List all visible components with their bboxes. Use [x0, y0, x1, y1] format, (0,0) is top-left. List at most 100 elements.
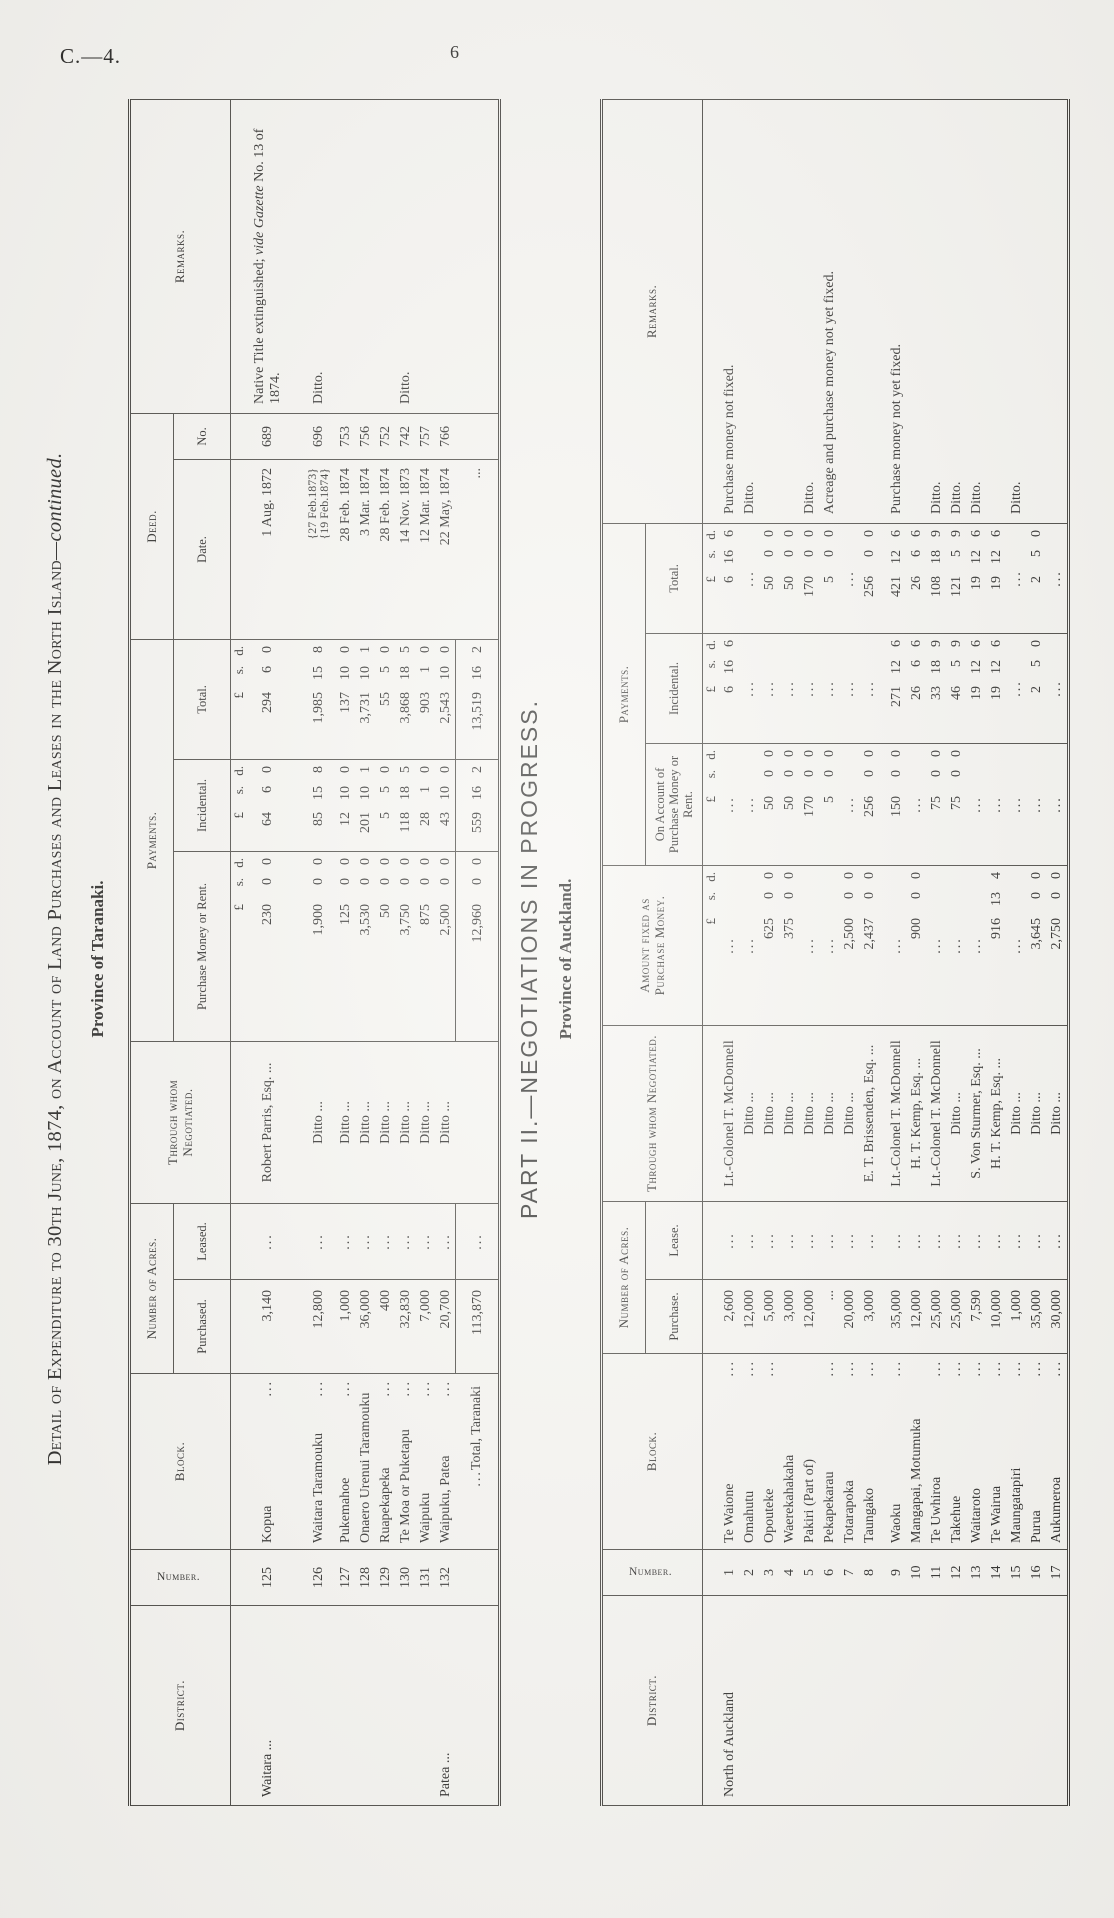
col-block: Block. [601, 1353, 703, 1550]
col-group-deed: Deed. [129, 413, 174, 640]
cell-inc: 6166 [720, 633, 740, 744]
cell-block: Onaero Urenui Taramouku [355, 1373, 376, 1550]
cell-tot: 250 [1027, 523, 1047, 634]
cell-purchase: 1,000 [1007, 1279, 1027, 1354]
col-incidental: Incidental. [645, 633, 703, 744]
cell-tot: 108189 [927, 523, 947, 634]
cell-inc: 43100 [435, 759, 456, 852]
cell-amount: ... [967, 865, 987, 1026]
table1-header: District. Number. Block. Number of Acres… [129, 99, 231, 1806]
cell-block: Waitara Taramouku... [301, 1373, 336, 1550]
cell-no: 689 [248, 413, 302, 460]
cell-district: Patea ... [435, 1605, 456, 1806]
cell-district [780, 1595, 800, 1806]
cell-block: Mangapai, Motumuka [907, 1353, 927, 1550]
cell-lease: ... [840, 1201, 860, 1280]
cell-num: 130 [395, 1549, 416, 1606]
cell-purchase: 3,000 [780, 1279, 800, 1354]
col-amount-fixed: Amount fixed as Purchase Money. [601, 865, 703, 1026]
cell-remark: Ditto. [947, 99, 967, 524]
cell-negotiated: Lt.-Colonel T. McDonnell [927, 1025, 947, 1202]
cell-amount: ... [720, 865, 740, 1026]
cell-district [987, 1595, 1007, 1806]
cell-date: 28 Feb. 1874 [375, 459, 396, 640]
cell-district [860, 1595, 880, 1806]
cell-amount: 2,50000 [840, 865, 860, 1026]
part2-subtitle: Province of Auckland. [556, 878, 575, 1040]
cell-negotiated: Ditto ... [740, 1025, 760, 1202]
cell-lease: ... [967, 1201, 987, 1280]
cell-remark [1027, 99, 1047, 524]
cell-inc: 559162 [455, 759, 500, 852]
cell-block: Totarapoka... [840, 1353, 860, 1550]
cell-remark [907, 99, 927, 524]
cell-amount: ... [880, 865, 907, 1026]
cell-district [800, 1595, 820, 1806]
col-negotiated: Through whom Negotiated. [129, 1041, 231, 1204]
cell-num: 7 [840, 1549, 860, 1596]
cell-num: 9 [880, 1549, 907, 1596]
units-on-account: £s.d. [702, 743, 720, 866]
col-negotiated: Through whom Negotiated. [601, 1025, 703, 1202]
cell-tot: ... [1007, 523, 1027, 634]
cell-purchased: 7,000 [415, 1279, 436, 1374]
cell-inc: ... [740, 633, 760, 744]
cell-lease: ... [720, 1201, 740, 1280]
cell-remark: Purchase money not yet fixed. [880, 99, 907, 524]
cell-leased: ... [335, 1203, 356, 1280]
cell-leased: ... [375, 1203, 396, 1280]
cell-tot: 25600 [860, 523, 880, 634]
cell-pm: 3,53000 [355, 851, 376, 1042]
cell-negotiated: H. T. Kemp, Esq. ... [907, 1025, 927, 1202]
cell-remark [760, 99, 780, 524]
cell-block: Te Uwhiroa... [927, 1353, 947, 1550]
cell-block: Purua... [1027, 1353, 1047, 1550]
cell-no: 696 [301, 413, 336, 460]
cell-date: 3 Mar. 1874 [355, 459, 376, 640]
cell-negotiated: Ditto ... [947, 1025, 967, 1202]
cell-negotiated: E. T. Brissenden, Esq. ... [860, 1025, 880, 1202]
cell-amount: ... [820, 865, 840, 1026]
cell-amount: 3,64500 [1027, 865, 1047, 1026]
cell-purchased: 113,870 [455, 1279, 500, 1374]
cell-num: 10 [907, 1549, 927, 1596]
cell-remark [987, 99, 1007, 524]
col-remarks: Remarks. [129, 99, 231, 414]
cell-amount: 90000 [907, 865, 927, 1026]
cell-block: Aukumeroa... [1047, 1353, 1069, 1550]
cell-inc: 6460 [248, 759, 302, 852]
cell-inc: 85158 [301, 759, 336, 852]
part2-title: PART II.—NEGOTIATIONS IN PROGRESS. [516, 699, 542, 1219]
cell-remark: Ditto. [800, 99, 820, 524]
col-deed-no: No. [173, 413, 231, 460]
cell-district [1027, 1595, 1047, 1806]
col-leased: Leased. [173, 1203, 231, 1280]
cell-district [760, 1595, 780, 1806]
col-block: Block. [129, 1373, 231, 1550]
cell-inc: ... [1047, 633, 1069, 744]
cell-tot: 12159 [947, 523, 967, 634]
table-row: 4 Waerekahakaha 3,000... Ditto ... 37500 5000… [780, 99, 800, 1806]
cell-district [415, 1605, 436, 1806]
cell-lease: ... [820, 1201, 840, 1280]
cell-no: 742 [395, 413, 416, 460]
cell-inc: 19126 [987, 633, 1007, 744]
cell-tot: 17000 [800, 523, 820, 634]
cell-num: 126 [301, 1549, 336, 1606]
cell-tot: 19126 [967, 523, 987, 634]
cell-remark [335, 99, 356, 414]
col-on-account: On Account of Purchase Money or Rent. [645, 743, 703, 866]
cell-tot: 421126 [880, 523, 907, 634]
table-row: 15 Maungatapiri... 1,000... Ditto .........… [1007, 99, 1027, 1806]
cell-block: Total, Taranaki... [455, 1373, 500, 1550]
table-row: 129 Ruapekapeka... 400... Ditto ... 5000 550 5… [375, 99, 396, 1806]
cell-tot: 5550 [375, 639, 396, 760]
cell-negotiated: Ditto ... [1027, 1025, 1047, 1202]
cell-leased: ... [455, 1203, 500, 1280]
cell-onacct: 5000 [760, 743, 780, 866]
cell-remark: Ditto. [1007, 99, 1027, 524]
cell-negotiated: Robert Parris, Esq. ... [248, 1041, 302, 1204]
cell-tot: ... [740, 523, 760, 634]
cell-onacct: ... [1047, 743, 1069, 866]
